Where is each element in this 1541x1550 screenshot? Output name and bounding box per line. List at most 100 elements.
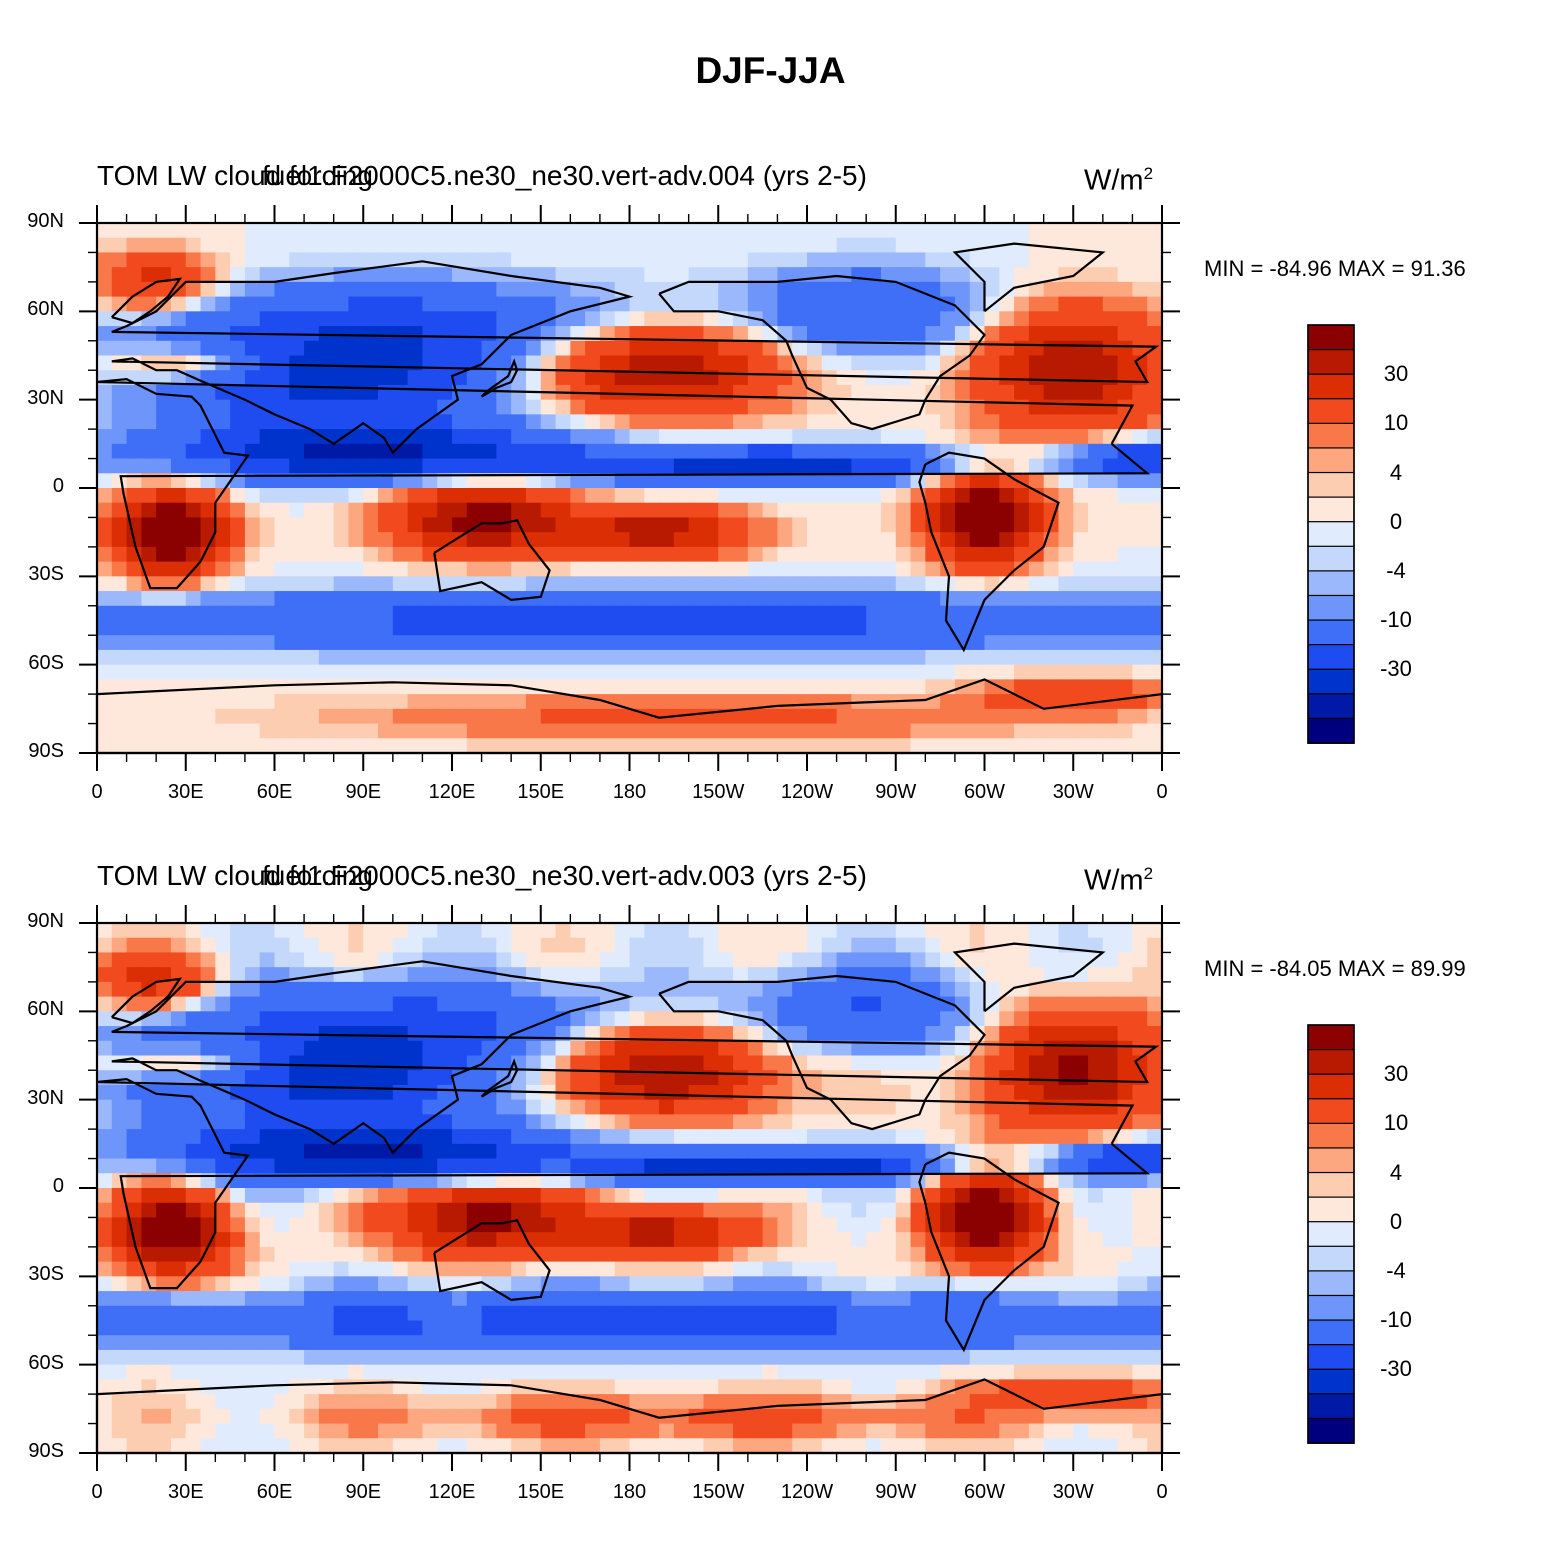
heatmap-cell	[644, 1056, 659, 1071]
heatmap-cell	[866, 997, 881, 1012]
heatmap-cell	[733, 952, 748, 967]
heatmap-cell	[496, 606, 511, 621]
heatmap-cell	[659, 341, 674, 356]
heatmap-cell	[363, 635, 378, 650]
heatmap-cell	[1058, 238, 1073, 253]
heatmap-cell	[777, 1335, 792, 1350]
heatmap-cell	[748, 356, 763, 371]
heatmap-cell	[837, 621, 852, 636]
heatmap-cell	[615, 591, 630, 606]
heatmap-cell	[985, 326, 1000, 341]
heatmap-cell	[630, 1011, 645, 1026]
heatmap-cell	[1073, 1335, 1088, 1350]
heatmap-cell	[1044, 414, 1059, 429]
heatmap-cell	[644, 1276, 659, 1291]
heatmap-cell	[289, 923, 304, 938]
heatmap-cell	[186, 1247, 201, 1262]
heatmap-cell	[1132, 724, 1147, 739]
heatmap-cell	[600, 311, 615, 326]
heatmap-cell	[245, 724, 260, 739]
heatmap-cell	[585, 1011, 600, 1026]
heatmap-cell	[363, 459, 378, 474]
heatmap-cell	[186, 967, 201, 982]
heatmap-cell	[556, 1335, 571, 1350]
heatmap-cell	[201, 1041, 216, 1056]
heatmap-cell	[866, 1217, 881, 1232]
heatmap-cell	[763, 562, 778, 577]
heatmap-cell	[556, 562, 571, 577]
heatmap-cell	[600, 606, 615, 621]
heatmap-cell	[127, 1365, 142, 1380]
heatmap-cell	[763, 709, 778, 724]
heatmap-cell	[408, 282, 423, 297]
heatmap-cell	[733, 1173, 748, 1188]
heatmap-cell	[644, 532, 659, 547]
heatmap-cell	[348, 547, 363, 562]
heatmap-cell	[792, 709, 807, 724]
heatmap-cell	[245, 591, 260, 606]
heatmap-cell	[378, 385, 393, 400]
heatmap-cell	[260, 562, 275, 577]
heatmap-cell	[777, 1350, 792, 1365]
heatmap-cell	[1073, 1350, 1088, 1365]
heatmap-cell	[1147, 488, 1162, 503]
heatmap-cell	[955, 473, 970, 488]
heatmap-cell	[496, 576, 511, 591]
heatmap-cell	[186, 997, 201, 1012]
heatmap-cell	[1147, 591, 1162, 606]
heatmap-cell	[985, 1114, 1000, 1129]
heatmap-cell	[186, 606, 201, 621]
heatmap-cell	[630, 459, 645, 474]
heatmap-cell	[1132, 606, 1147, 621]
heatmap-cell	[1014, 650, 1029, 665]
heatmap-cell	[777, 997, 792, 1012]
heatmap-cell	[1044, 606, 1059, 621]
heatmap-cell	[408, 709, 423, 724]
colorbar-swatch	[1308, 423, 1354, 448]
heatmap-cell	[1073, 1173, 1088, 1188]
heatmap-cell	[275, 1247, 290, 1262]
colorbar-label: -10	[1372, 607, 1420, 633]
heatmap-cell	[97, 650, 112, 665]
heatmap-cell	[1118, 1026, 1133, 1041]
heatmap-cell	[260, 414, 275, 429]
heatmap-cell	[792, 738, 807, 753]
heatmap-cell	[112, 967, 127, 982]
heatmap-cell	[703, 562, 718, 577]
heatmap-cell	[1147, 1217, 1162, 1232]
heatmap-cell	[570, 459, 585, 474]
heatmap-cell	[1132, 326, 1147, 341]
heatmap-cell	[822, 1291, 837, 1306]
heatmap-cell	[718, 938, 733, 953]
heatmap-cell	[600, 252, 615, 267]
heatmap-cell	[319, 282, 334, 297]
heatmap-cell	[703, 400, 718, 415]
heatmap-cell	[792, 1335, 807, 1350]
heatmap-cell	[748, 1350, 763, 1365]
heatmap-cell	[999, 356, 1014, 371]
heatmap-cell	[511, 1159, 526, 1174]
heatmap-cell	[422, 1306, 437, 1321]
heatmap-cell	[260, 252, 275, 267]
heatmap-cell	[171, 1262, 186, 1277]
heatmap-cell	[792, 532, 807, 547]
heatmap-cell	[1118, 1350, 1133, 1365]
heatmap-cell	[570, 1188, 585, 1203]
heatmap-cell	[1088, 385, 1103, 400]
heatmap-cell	[630, 1159, 645, 1174]
heatmap-cell	[807, 400, 822, 415]
heatmap-cell	[363, 1203, 378, 1218]
heatmap-cell	[348, 1350, 363, 1365]
heatmap-cell	[822, 738, 837, 753]
heatmap-cell	[985, 635, 1000, 650]
heatmap-cell	[275, 923, 290, 938]
heatmap-cell	[1132, 1335, 1147, 1350]
heatmap-cell	[763, 724, 778, 739]
heatmap-cell	[1029, 1217, 1044, 1232]
heatmap-cell	[1132, 1306, 1147, 1321]
heatmap-cell	[201, 1188, 216, 1203]
heatmap-cell	[659, 385, 674, 400]
heatmap-cell	[748, 650, 763, 665]
heatmap-cell	[674, 665, 689, 680]
heatmap-cell	[866, 1306, 881, 1321]
